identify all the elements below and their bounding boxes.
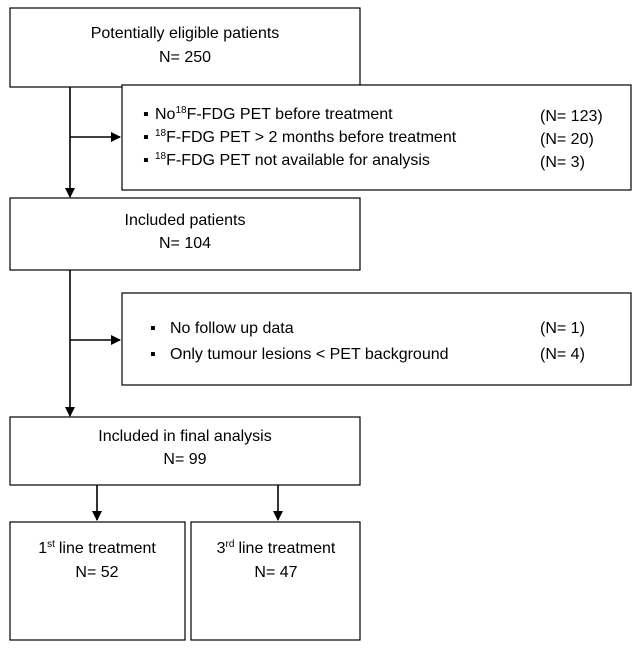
bullet: ▪ [143,106,149,123]
exclusion-count: (N= 4) [540,346,585,363]
node-label: Potentially eligible patients [91,25,280,42]
exclusion-item: No18F-FDG PET before treatment [155,105,393,123]
node-box [9,416,361,486]
branch-label: 3rd line treatment [217,539,336,557]
exclusion-count: (N= 20) [540,131,594,148]
bullet: ▪ [143,152,149,169]
exclusion-count: (N= 3) [540,154,585,171]
exclusion-box [121,292,632,386]
bullet: ▪ [150,320,156,337]
branch-box [190,521,361,641]
node-count: N= 104 [159,235,211,252]
node-label: Included in final analysis [98,428,271,445]
branch-label: 1st line treatment [38,539,156,557]
node-box [9,197,361,271]
exclusion-item: Only tumour lesions < PET background [170,346,449,363]
exclusion-box [121,84,632,191]
node-box [9,7,361,88]
exclusion-count: (N= 123) [540,108,603,125]
node-count: N= 99 [163,451,206,468]
exclusion-item: 18F-FDG PET not available for analysis [155,151,430,169]
bullet: ▪ [143,129,149,146]
branch-box [9,521,186,641]
exclusion-item: No follow up data [170,320,294,337]
node-label: Included patients [125,212,246,229]
exclusion-count: (N= 1) [540,320,585,337]
node-count: N= 250 [159,49,211,66]
bullet: ▪ [150,346,156,363]
exclusion-item: 18F-FDG PET > 2 months before treatment [155,128,457,146]
branch-count: N= 47 [254,564,297,581]
branch-count: N= 52 [75,564,118,581]
